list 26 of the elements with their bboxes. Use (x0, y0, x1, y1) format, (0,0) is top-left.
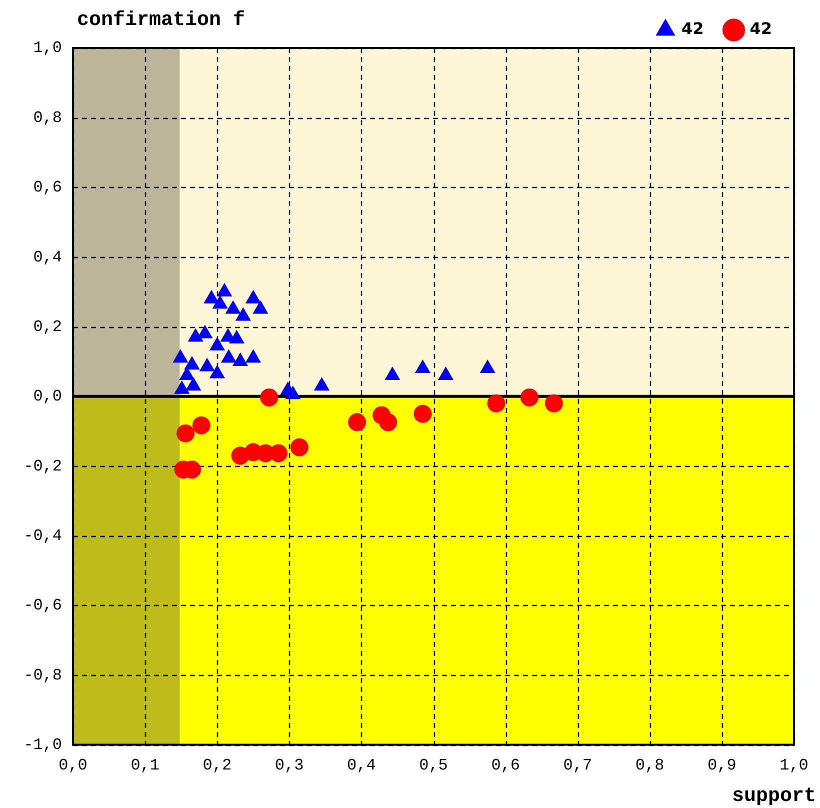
y-tick-label: -0,8 (24, 666, 62, 684)
y-tick-label: 0,4 (33, 248, 62, 266)
x-tick-label: 0,5 (419, 756, 448, 775)
y-tick-label: 1,0 (33, 39, 62, 58)
x-tick-label: 0,4 (346, 756, 376, 775)
y-tick-label: 0,8 (33, 108, 62, 127)
x-axis-title: support (732, 785, 816, 808)
legend-label: 42 (681, 19, 704, 38)
y-tick-label: 0,2 (33, 318, 62, 336)
x-tick-label: 0,8 (635, 756, 664, 775)
y-tick-label: 0,0 (33, 388, 62, 406)
legend-label: 42 (750, 19, 772, 38)
y-tick-label: -0,6 (24, 596, 62, 615)
x-tick-label: 0,0 (58, 756, 88, 775)
x-tick-label: 1,0 (780, 756, 808, 775)
x-tick-label: 0,1 (130, 756, 160, 775)
y-tick-label: -0,2 (24, 457, 62, 476)
y-axis-title: confirmation f (77, 9, 246, 32)
y-tick-label: -0,4 (24, 526, 62, 545)
x-tick-label: 0,7 (563, 756, 592, 775)
y-tick-label: 0,6 (33, 178, 62, 197)
y-tick-label: -1,0 (24, 736, 62, 754)
x-tick-label: 0,6 (491, 756, 520, 775)
x-tick-label: 0,2 (202, 756, 232, 775)
x-tick-label: 0,9 (707, 756, 736, 775)
x-tick-label: 0,3 (274, 756, 304, 775)
